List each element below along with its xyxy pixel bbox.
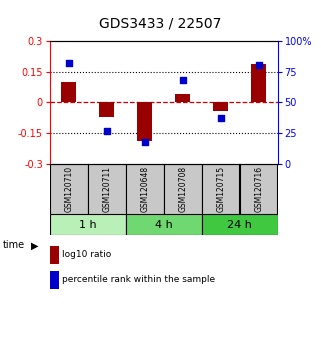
Point — [66, 60, 71, 66]
Point — [142, 139, 147, 145]
Text: GSM120710: GSM120710 — [64, 166, 73, 212]
Text: 24 h: 24 h — [227, 220, 252, 230]
Bar — [137, 102, 152, 142]
Bar — [126, 164, 163, 214]
Point — [256, 63, 261, 68]
Text: log10 ratio: log10 ratio — [62, 250, 111, 259]
Bar — [50, 164, 88, 214]
Bar — [88, 164, 126, 214]
Text: GDS3433 / 22507: GDS3433 / 22507 — [99, 16, 222, 30]
Text: GSM120711: GSM120711 — [102, 166, 111, 212]
Bar — [61, 82, 76, 102]
Text: GSM120708: GSM120708 — [178, 166, 187, 212]
Bar — [202, 214, 278, 235]
Bar — [213, 102, 228, 110]
Point — [180, 78, 185, 83]
Text: percentile rank within the sample: percentile rank within the sample — [62, 275, 215, 284]
Bar — [164, 164, 202, 214]
Text: 1 h: 1 h — [79, 220, 97, 230]
Text: 4 h: 4 h — [155, 220, 173, 230]
Text: GSM120715: GSM120715 — [216, 166, 225, 212]
Bar — [251, 64, 266, 102]
Bar — [99, 102, 114, 117]
Text: ▶: ▶ — [30, 240, 38, 250]
Text: GSM120716: GSM120716 — [254, 166, 263, 212]
Bar — [202, 164, 239, 214]
Text: time: time — [3, 240, 25, 250]
Point — [104, 128, 109, 133]
Point — [218, 116, 223, 121]
Bar — [126, 214, 202, 235]
Bar — [175, 94, 190, 102]
Bar — [50, 214, 126, 235]
Text: GSM120648: GSM120648 — [140, 166, 149, 212]
Bar — [240, 164, 277, 214]
